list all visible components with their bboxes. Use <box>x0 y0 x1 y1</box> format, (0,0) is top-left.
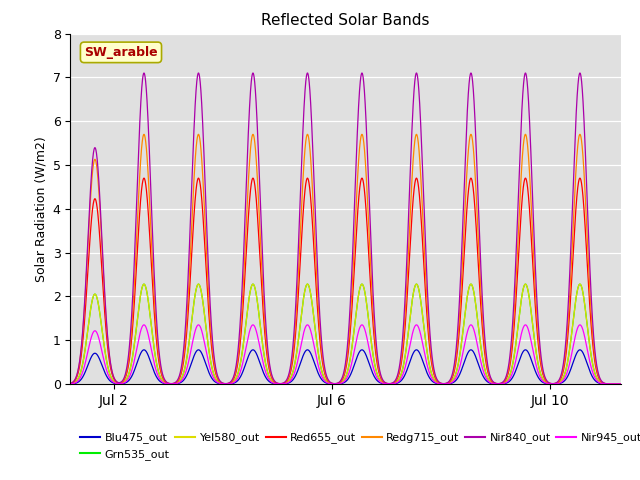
Blu475_out <box>166 381 174 387</box>
Yel580_out <box>477 346 485 352</box>
Nir945_out <box>519 325 527 331</box>
Grn535_out <box>424 358 432 363</box>
Yel580_out <box>166 381 174 387</box>
Blu475_out <box>424 373 432 379</box>
Nir945_out <box>67 381 74 387</box>
Yel580_out <box>397 373 404 379</box>
Y-axis label: Solar Radiation (W/m2): Solar Radiation (W/m2) <box>34 136 47 282</box>
Grn535_out <box>166 381 174 387</box>
Nir840_out <box>277 381 285 386</box>
Line: Grn535_out: Grn535_out <box>70 284 621 384</box>
Text: SW_arable: SW_arable <box>84 46 158 59</box>
Blu475_out <box>617 381 625 387</box>
Grn535_out <box>358 281 366 287</box>
Yel580_out <box>277 381 285 387</box>
Blu475_out <box>277 381 285 387</box>
Redg715_out <box>617 381 625 387</box>
Yel580_out <box>67 381 74 387</box>
Yel580_out <box>358 281 366 287</box>
Red655_out <box>67 381 74 386</box>
Nir945_out <box>166 381 174 387</box>
Legend: Blu475_out, Grn535_out, Yel580_out, Red655_out, Redg715_out, Nir840_out, Nir945_: Blu475_out, Grn535_out, Yel580_out, Red6… <box>76 428 640 464</box>
Grn535_out <box>277 381 285 387</box>
Grn535_out <box>477 346 485 352</box>
Line: Blu475_out: Blu475_out <box>70 350 621 384</box>
Blu475_out <box>519 349 527 355</box>
Line: Red655_out: Red655_out <box>70 178 621 384</box>
Nir840_out <box>166 381 174 386</box>
Nir840_out <box>424 307 432 313</box>
Yel580_out <box>617 381 625 387</box>
Nir945_out <box>277 381 285 387</box>
Yel580_out <box>424 358 432 363</box>
Red655_out <box>424 332 432 338</box>
Nir945_out <box>617 381 625 387</box>
Line: Nir840_out: Nir840_out <box>70 73 621 384</box>
Blu475_out <box>67 381 74 387</box>
Nir840_out <box>519 87 527 93</box>
Line: Redg715_out: Redg715_out <box>70 134 621 384</box>
Redg715_out <box>277 381 285 386</box>
Grn535_out <box>519 287 527 293</box>
Nir840_out <box>67 381 74 386</box>
Red655_out <box>358 175 366 181</box>
Red655_out <box>166 381 174 386</box>
Yel580_out <box>519 287 527 293</box>
Nir945_out <box>397 376 404 382</box>
Red655_out <box>519 187 527 192</box>
Redg715_out <box>519 145 527 151</box>
Grn535_out <box>397 373 404 379</box>
Nir840_out <box>358 70 366 76</box>
Title: Reflected Solar Bands: Reflected Solar Bands <box>261 13 430 28</box>
Nir945_out <box>358 322 366 328</box>
Nir840_out <box>397 356 404 361</box>
Red655_out <box>617 381 625 387</box>
Blu475_out <box>358 347 366 353</box>
Nir945_out <box>424 367 432 373</box>
Line: Yel580_out: Yel580_out <box>70 284 621 384</box>
Red655_out <box>397 364 404 370</box>
Line: Nir945_out: Nir945_out <box>70 325 621 384</box>
Blu475_out <box>477 369 485 375</box>
Blu475_out <box>397 378 404 384</box>
Grn535_out <box>617 381 625 387</box>
Red655_out <box>277 381 285 386</box>
Redg715_out <box>166 381 174 386</box>
Red655_out <box>477 309 485 314</box>
Redg715_out <box>358 132 366 137</box>
Redg715_out <box>397 360 404 366</box>
Nir840_out <box>477 272 485 278</box>
Grn535_out <box>67 381 74 387</box>
Redg715_out <box>477 293 485 299</box>
Redg715_out <box>424 322 432 327</box>
Nir840_out <box>617 381 625 387</box>
Nir945_out <box>477 360 485 366</box>
Redg715_out <box>67 381 74 386</box>
